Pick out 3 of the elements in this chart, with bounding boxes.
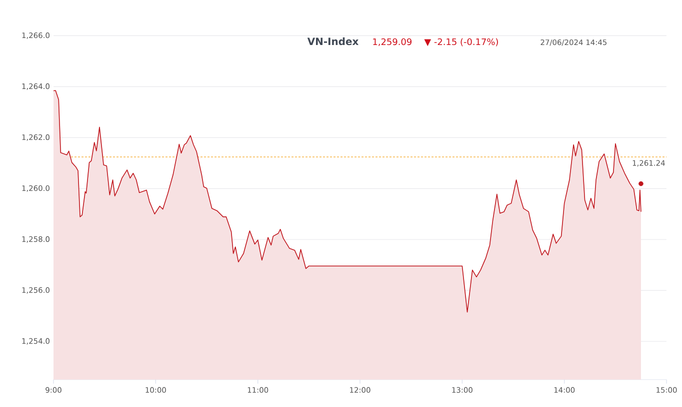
chart-title: VN-Index xyxy=(307,37,359,46)
annotation: 1,259.09 xyxy=(373,38,412,46)
annotation: ▼ -2.15 (-0.17%) xyxy=(424,38,498,46)
